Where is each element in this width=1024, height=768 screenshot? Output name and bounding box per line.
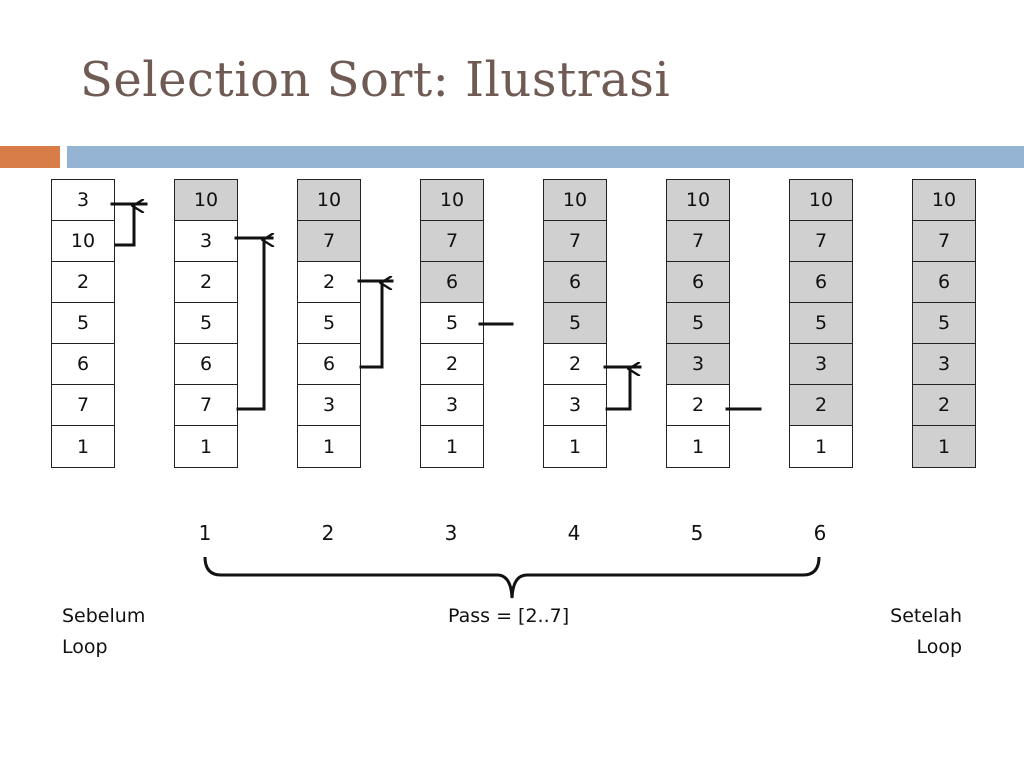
array-cell: 10 — [175, 180, 237, 221]
array-cell: 10 — [421, 180, 483, 221]
array-cell: 1 — [790, 426, 852, 468]
swap-arrow-pass-3 — [359, 283, 382, 369]
array-cell: 1 — [421, 426, 483, 468]
array-column-pass-3: 10 7 6 5 2 3 1 — [420, 179, 484, 468]
array-cell: 10 — [667, 180, 729, 221]
array-cell: 1 — [298, 426, 360, 468]
pass-number-6: 6 — [813, 521, 827, 545]
array-cell: 3 — [544, 385, 606, 426]
swap-arrow-pass-2 — [236, 240, 264, 411]
array-cell: 6 — [790, 262, 852, 303]
before-loop-label-line2: Loop — [62, 636, 108, 658]
array-cell: 2 — [790, 385, 852, 426]
pass-number-2: 2 — [321, 521, 335, 545]
swap-arrow-pass-5 — [605, 369, 630, 411]
after-loop-label-line1: Setelah — [890, 605, 962, 627]
pass-number-4: 4 — [567, 521, 581, 545]
array-column-pass-1: 10 3 2 5 6 7 1 — [174, 179, 238, 468]
array-cell: 7 — [52, 385, 114, 426]
array-cell: 6 — [52, 344, 114, 385]
array-cell: 3 — [52, 180, 114, 221]
array-column-pass-6: 10 7 6 5 3 2 1 — [789, 179, 853, 468]
array-cell: 6 — [913, 262, 975, 303]
array-cell: 7 — [790, 221, 852, 262]
array-cell: 2 — [298, 262, 360, 303]
array-cell: 2 — [667, 385, 729, 426]
array-cell: 10 — [790, 180, 852, 221]
array-column-after: 10 7 6 5 3 2 1 — [912, 179, 976, 468]
swap-arrow-pass-1 — [114, 206, 134, 247]
array-cell: 5 — [52, 303, 114, 344]
pass-range-label: Pass = [2..7] — [448, 605, 570, 627]
array-cell: 2 — [421, 344, 483, 385]
array-cell: 6 — [298, 344, 360, 385]
array-cell: 7 — [175, 385, 237, 426]
array-cell: 7 — [667, 221, 729, 262]
array-cell: 5 — [913, 303, 975, 344]
array-cell: 5 — [790, 303, 852, 344]
array-cell: 5 — [175, 303, 237, 344]
array-cell: 2 — [544, 344, 606, 385]
array-cell: 10 — [298, 180, 360, 221]
array-cell: 10 — [52, 221, 114, 262]
array-column-pass-4: 10 7 6 5 2 3 1 — [543, 179, 607, 468]
array-cell: 5 — [298, 303, 360, 344]
array-cell: 7 — [298, 221, 360, 262]
array-cell: 5 — [421, 303, 483, 344]
before-loop-label-line1: Sebelum — [62, 605, 146, 627]
array-cell: 1 — [913, 426, 975, 468]
array-cell: 3 — [175, 221, 237, 262]
array-cell: 6 — [421, 262, 483, 303]
array-cell: 6 — [175, 344, 237, 385]
accent-bar-blue — [67, 146, 1024, 168]
array-cell: 7 — [421, 221, 483, 262]
array-cell: 1 — [175, 426, 237, 468]
pass-range-brace — [203, 556, 821, 599]
array-cell: 5 — [667, 303, 729, 344]
array-cell: 6 — [544, 262, 606, 303]
array-cell: 5 — [544, 303, 606, 344]
array-cell: 3 — [298, 385, 360, 426]
pass-number-3: 3 — [444, 521, 458, 545]
accent-bar-orange — [0, 146, 60, 168]
array-cell: 7 — [544, 221, 606, 262]
pass-number-5: 5 — [690, 521, 704, 545]
array-cell: 1 — [544, 426, 606, 468]
array-column-pass-2: 10 7 2 5 6 3 1 — [297, 179, 361, 468]
array-cell: 10 — [544, 180, 606, 221]
array-cell: 2 — [175, 262, 237, 303]
array-cell: 7 — [913, 221, 975, 262]
array-cell: 1 — [52, 426, 114, 468]
array-cell: 1 — [667, 426, 729, 468]
pass-number-1: 1 — [198, 521, 212, 545]
array-cell: 3 — [913, 344, 975, 385]
array-cell: 10 — [913, 180, 975, 221]
array-cell: 3 — [790, 344, 852, 385]
after-loop-label-line2: Loop — [916, 636, 962, 658]
array-cell: 3 — [667, 344, 729, 385]
slide-title: Selection Sort: Ilustrasi — [80, 52, 671, 108]
array-cell: 2 — [52, 262, 114, 303]
array-cell: 3 — [421, 385, 483, 426]
array-cell: 2 — [913, 385, 975, 426]
array-column-pass-5: 10 7 6 5 3 2 1 — [666, 179, 730, 468]
array-column-before: 3 10 2 5 6 7 1 — [51, 179, 115, 468]
array-cell: 6 — [667, 262, 729, 303]
